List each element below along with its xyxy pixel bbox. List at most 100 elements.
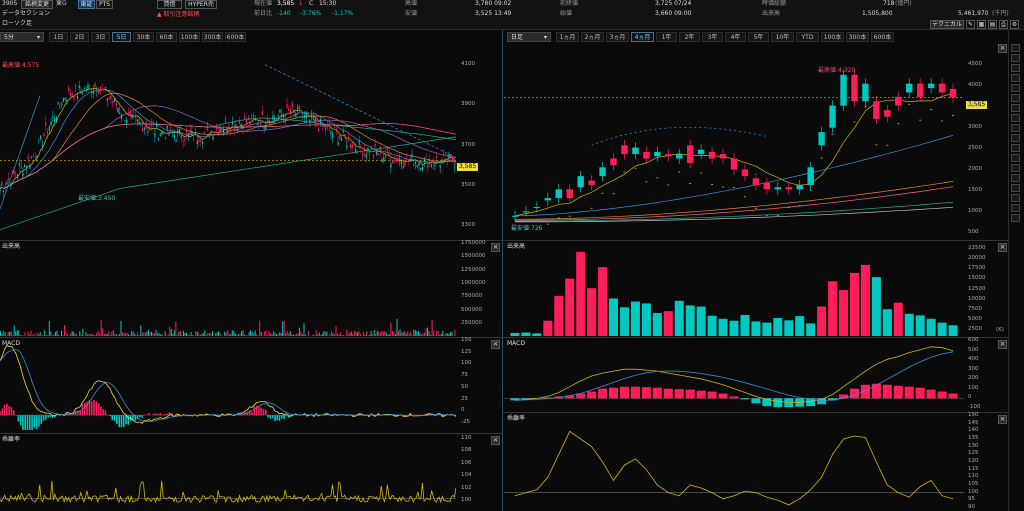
left-tab-7[interactable]: 300本 (202, 32, 223, 42)
close-icon[interactable]: × (998, 340, 1007, 349)
tool-icon-17[interactable] (1011, 214, 1020, 222)
right-tab-12[interactable]: 300本 (846, 32, 869, 42)
volume-bar (352, 333, 354, 336)
tool-icon-6[interactable] (1011, 104, 1020, 112)
macd-histogram-bar (576, 393, 586, 399)
volume-bar (181, 335, 183, 336)
tool-icon-9[interactable] (1011, 134, 1020, 142)
change-stock-button[interactable]: 銘柄変更 (21, 0, 53, 9)
tool-icon-16[interactable] (1011, 204, 1020, 212)
technical-button[interactable]: テクニカル (930, 20, 964, 29)
tool-icon-15[interactable] (1011, 194, 1020, 202)
candle-body (752, 178, 760, 185)
volume-bar (425, 328, 427, 336)
right-tab-3[interactable]: 4ヵ月 (631, 32, 654, 42)
close-icon[interactable]: × (491, 436, 500, 445)
tool-icon-12[interactable] (1011, 164, 1020, 172)
volume-bar (106, 333, 108, 336)
close-icon[interactable]: × (998, 415, 1007, 424)
volume-bar (237, 334, 239, 336)
tool-icon-5[interactable] (1011, 94, 1020, 102)
right-tab-11[interactable]: 100本 (821, 32, 844, 42)
tool-icon-3[interactable] (1011, 74, 1020, 82)
left-tab-0[interactable]: 1日 (49, 32, 68, 42)
candle-body (166, 126, 168, 129)
grid-icon[interactable]: ▤ (988, 20, 997, 29)
left-tab-2[interactable]: 3日 (91, 32, 110, 42)
change-percent: -3.76% (300, 10, 322, 17)
turnover-value: 5,461,970 (958, 10, 989, 17)
print-icon[interactable]: ⎙ (999, 20, 1008, 29)
right-tab-1[interactable]: 2ヵ月 (581, 32, 604, 42)
close-icon[interactable]: × (491, 243, 500, 252)
right-tab-7[interactable]: 4年 (725, 32, 746, 42)
right-tab-13[interactable]: 600本 (871, 32, 894, 42)
volume-bar (882, 309, 892, 336)
right-tab-6[interactable]: 3年 (702, 32, 723, 42)
left-macd-tick-1: 125 (461, 348, 472, 355)
sar-dot (864, 106, 867, 108)
candle-body (441, 159, 443, 163)
right-tab-8[interactable]: 5年 (748, 32, 769, 42)
candle-body (654, 151, 661, 157)
tool-icon-4[interactable] (1011, 84, 1020, 92)
volume-bar (408, 333, 410, 336)
candle-body (184, 138, 186, 141)
tool-icon-14[interactable] (1011, 184, 1020, 192)
tool-icon-7[interactable] (1011, 114, 1020, 122)
tool-icon-13[interactable] (1011, 174, 1020, 182)
macd-histogram-bar (12, 410, 15, 416)
right-tab-4[interactable]: 1年 (656, 32, 677, 42)
left-tab-4[interactable]: 30本 (133, 32, 154, 42)
candle-body (443, 153, 445, 156)
settings-icon[interactable]: ⚙ (1010, 20, 1019, 29)
close-icon[interactable]: × (998, 44, 1007, 53)
volume-bar (410, 331, 412, 336)
volume-bar (361, 335, 363, 336)
tool-icon-2[interactable] (1011, 64, 1020, 72)
left-tab-3[interactable]: 5日 (112, 32, 131, 42)
right-macd-title: MACD (507, 340, 525, 347)
volume-bar (28, 334, 30, 336)
left-tab-5[interactable]: 60本 (156, 32, 177, 42)
close-icon[interactable]: × (491, 340, 500, 349)
left-tab-8[interactable]: 600本 (225, 32, 246, 42)
right-tab-10[interactable]: YTD (796, 32, 819, 42)
macd-histogram-bar (164, 413, 166, 416)
candle-body (4, 186, 6, 188)
macd-histogram-bar (168, 412, 171, 416)
layout-icon[interactable]: ▦ (977, 20, 986, 29)
right-tab-0[interactable]: 1ヵ月 (556, 32, 579, 42)
header-bar: 3905 銘柄変更 東G データセクション ローソク足 東証 PTS 貸借 HY… (0, 0, 1024, 30)
right-tab-9[interactable]: 10年 (771, 32, 794, 42)
tool-icon-11[interactable] (1011, 154, 1020, 162)
right-tab-5[interactable]: 2年 (679, 32, 700, 42)
exchange-tse-button[interactable]: 東証 (78, 0, 95, 9)
tool-icon-10[interactable] (1011, 144, 1020, 152)
volume-bar (245, 335, 247, 336)
candle-body (455, 163, 456, 165)
tool-icon-0[interactable] (1011, 44, 1020, 52)
left-price-chart (0, 64, 456, 231)
left-period-select[interactable]: 5分 ▾ (0, 32, 44, 42)
candle-body (796, 184, 803, 190)
macd-histogram-bar (111, 415, 114, 421)
candle-body (829, 105, 836, 128)
tool-icon-8[interactable] (1011, 124, 1020, 132)
volume-bar (291, 334, 293, 336)
volume-bar (315, 330, 317, 336)
exchange-pts-button[interactable]: PTS (96, 0, 113, 9)
right-period-select[interactable]: 日足 ▾ (507, 32, 551, 42)
tool-icon-1[interactable] (1011, 54, 1020, 62)
left-tab-1[interactable]: 2日 (70, 32, 89, 42)
candle-body (370, 147, 373, 149)
left-tab-6[interactable]: 100本 (179, 32, 200, 42)
candle-body (300, 116, 302, 118)
candle-body (242, 128, 244, 130)
pencil-icon[interactable]: ✎ (966, 20, 975, 29)
candle-body (365, 154, 367, 158)
volume-bar (394, 334, 396, 336)
candle-body (268, 120, 270, 123)
close-icon[interactable]: × (998, 243, 1007, 252)
right-tab-2[interactable]: 3ヵ月 (606, 32, 629, 42)
